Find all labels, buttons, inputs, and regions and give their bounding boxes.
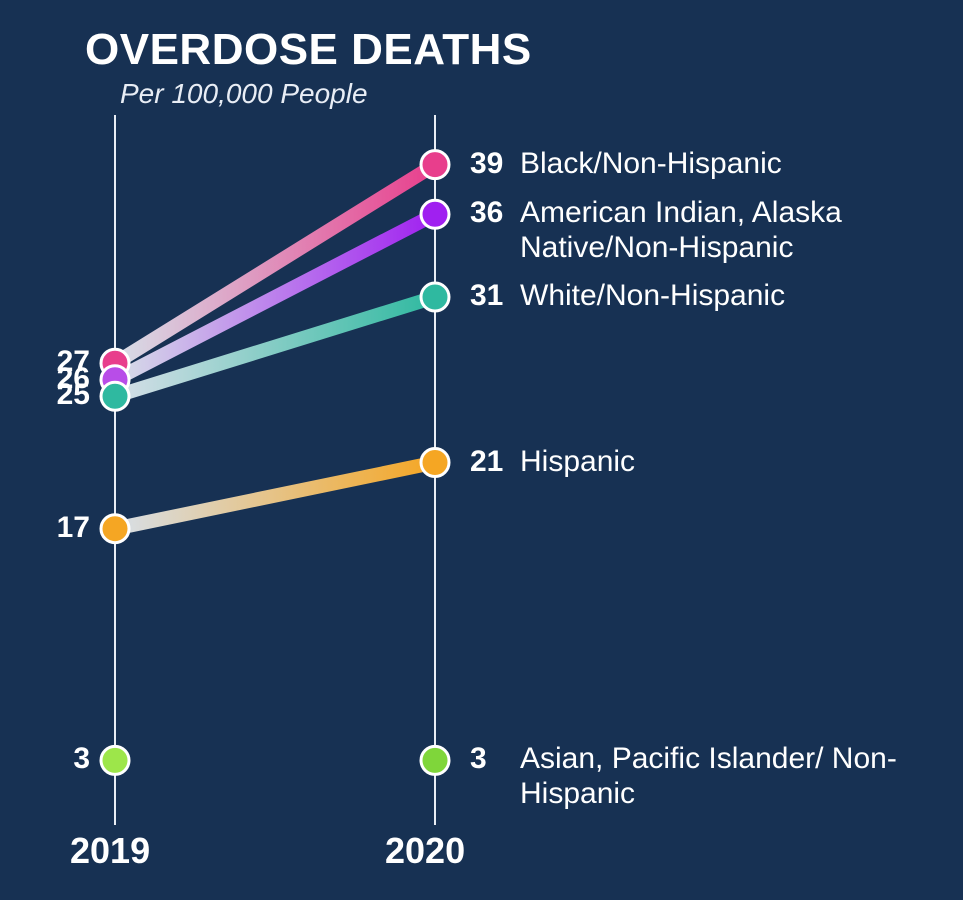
marker-2019-api (101, 746, 129, 774)
value-2019-white: 25 (30, 378, 90, 412)
marker-2019-hispanic (101, 515, 129, 543)
value-2020-aian: 36 (470, 196, 503, 230)
series-label-aian: American Indian, Alaska Native/Non-Hispa… (520, 196, 930, 265)
value-2019-api: 3 (30, 742, 90, 776)
series-label-api: Asian, Pacific Islander/ Non-Hispanic (520, 742, 930, 811)
value-2020-white: 31 (470, 279, 503, 313)
series-label-black: Black/Non-Hispanic (520, 147, 782, 182)
year-label-2019: 2019 (70, 830, 150, 872)
marker-2020-hispanic (421, 449, 449, 477)
slope-line-white (115, 297, 435, 396)
slope-line-aian (115, 214, 435, 379)
series-label-hispanic: Hispanic (520, 445, 635, 480)
marker-2020-black (421, 151, 449, 179)
marker-2020-white (421, 283, 449, 311)
value-2020-black: 39 (470, 147, 503, 181)
slope-line-hispanic (115, 463, 435, 529)
series-label-white: White/Non-Hispanic (520, 279, 785, 314)
marker-2019-white (101, 382, 129, 410)
slope-line-black (115, 165, 435, 364)
value-2020-api: 3 (470, 742, 487, 776)
marker-2020-api (421, 746, 449, 774)
value-2019-hispanic: 17 (30, 511, 90, 545)
marker-2020-aian (421, 200, 449, 228)
value-2020-hispanic: 21 (470, 445, 503, 479)
year-label-2020: 2020 (385, 830, 465, 872)
